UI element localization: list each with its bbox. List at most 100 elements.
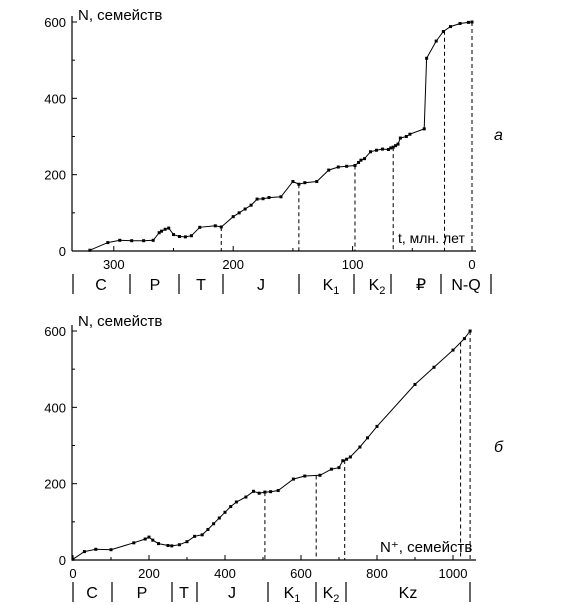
- period-label: Kz: [399, 585, 418, 602]
- data-point: [267, 196, 271, 200]
- period-label: C: [86, 585, 98, 602]
- data-point: [291, 180, 295, 184]
- data-point: [458, 22, 462, 26]
- x-tick-label: 600: [290, 566, 312, 581]
- period-label: P: [150, 277, 161, 294]
- data-point: [425, 56, 429, 60]
- data-point: [303, 181, 307, 185]
- y-tick-label: 400: [44, 400, 66, 415]
- data-point: [327, 168, 331, 172]
- data-point: [244, 495, 248, 499]
- data-point: [366, 436, 369, 440]
- y-tick-label: 0: [59, 553, 66, 568]
- period-label: K1: [323, 277, 340, 297]
- data-point: [94, 547, 98, 551]
- period-label: J: [228, 585, 236, 602]
- panel-b-period-boundaries: [264, 331, 471, 560]
- x-tick-label: 0: [69, 566, 76, 581]
- period-label: K2: [369, 277, 386, 297]
- panel-b-series: [71, 329, 472, 561]
- data-point: [359, 158, 363, 162]
- data-point: [243, 207, 247, 211]
- data-point: [157, 231, 161, 235]
- period-label: J: [257, 277, 265, 294]
- data-point: [422, 127, 426, 131]
- x-tick-label: 300: [103, 257, 125, 272]
- data-point: [223, 510, 227, 514]
- panel-a: N, семейств t, млн. лет а 0 200 400 600 300 2…: [44, 7, 503, 297]
- data-point: [142, 239, 146, 243]
- data-point: [71, 557, 75, 561]
- data-point: [389, 146, 393, 150]
- panel-a-letter: а: [494, 127, 503, 144]
- data-point: [462, 337, 466, 341]
- data-point: [106, 241, 110, 245]
- data-point: [109, 548, 113, 552]
- x-tick-label: 400: [214, 566, 236, 581]
- data-point: [143, 537, 147, 541]
- data-point: [206, 527, 210, 531]
- y-tick-label: 600: [44, 324, 66, 339]
- y-tick-label: 200: [44, 168, 66, 183]
- data-point: [396, 142, 400, 146]
- data-point: [375, 424, 379, 428]
- data-point: [386, 147, 390, 151]
- data-point: [466, 20, 470, 24]
- data-point: [255, 197, 259, 201]
- panel-a-period-boundaries: [220, 22, 473, 251]
- data-point: [336, 165, 340, 169]
- data-point: [297, 182, 301, 186]
- data-point: [408, 132, 412, 136]
- panel-a-y-axis-label: N, семейств: [78, 7, 162, 24]
- data-point: [394, 144, 398, 148]
- panel-b-axes: 0 200 400 600 0 200 400 600 800 1000: [44, 324, 476, 581]
- y-tick-label: 0: [59, 244, 66, 259]
- panel-a-series: [88, 20, 474, 252]
- data-point: [160, 229, 164, 233]
- x-tick-label: 200: [222, 257, 244, 272]
- data-point: [231, 215, 235, 219]
- data-point: [163, 227, 167, 231]
- data-point: [291, 477, 295, 481]
- data-point: [363, 157, 367, 161]
- data-point: [263, 490, 267, 494]
- data-point: [451, 348, 455, 352]
- data-point: [167, 226, 171, 230]
- data-point: [200, 533, 204, 537]
- x-tick-label: 0: [468, 257, 475, 272]
- data-point: [391, 145, 395, 149]
- data-point: [441, 30, 445, 34]
- series-line: [72, 330, 471, 560]
- data-point: [341, 459, 345, 463]
- panel-b-letter: б: [494, 439, 504, 456]
- data-point: [219, 225, 223, 229]
- data-point: [189, 234, 193, 238]
- data-point: [303, 474, 307, 478]
- y-tick-label: 200: [44, 477, 66, 492]
- data-point: [177, 234, 181, 238]
- data-point: [229, 505, 233, 509]
- data-point: [345, 164, 349, 168]
- data-point: [118, 238, 122, 242]
- data-point: [193, 534, 197, 538]
- data-point: [276, 489, 280, 493]
- data-point: [157, 542, 160, 546]
- period-label: ₽: [416, 277, 426, 294]
- x-tick-label: 200: [138, 566, 160, 581]
- period-label: N-Q: [451, 277, 480, 294]
- data-point: [345, 457, 349, 461]
- data-point: [315, 180, 319, 184]
- data-point: [185, 540, 189, 544]
- data-point: [374, 148, 378, 152]
- period-label: T: [179, 585, 189, 602]
- data-point: [449, 25, 453, 29]
- data-point: [198, 225, 202, 229]
- period-label: K1: [284, 585, 301, 605]
- data-point: [404, 135, 408, 138]
- data-point: [88, 248, 92, 252]
- data-point: [380, 147, 384, 151]
- data-point: [234, 500, 238, 504]
- data-point: [132, 541, 136, 545]
- data-point: [279, 195, 283, 199]
